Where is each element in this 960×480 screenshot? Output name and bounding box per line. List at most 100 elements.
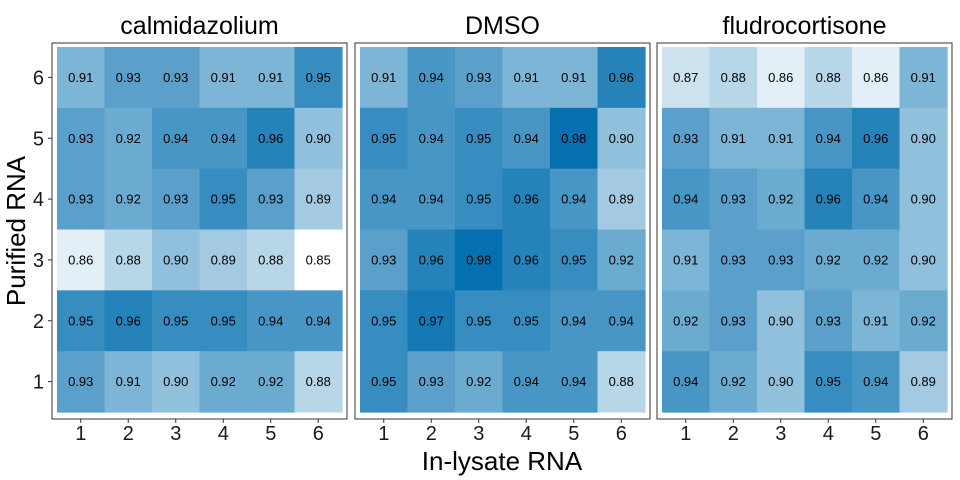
heatmap-cell — [757, 351, 806, 413]
cell-label: 0.92 — [816, 252, 841, 267]
heatmap-cell — [852, 290, 901, 352]
heatmap-cell — [804, 168, 853, 231]
heatmap-cell — [152, 229, 201, 291]
cell-label: 0.90 — [911, 252, 936, 267]
cell-label: 0.91 — [68, 70, 93, 85]
cell-label: 0.91 — [371, 70, 396, 85]
cell-label: 0.94 — [211, 131, 236, 146]
heatmap-cell — [502, 229, 551, 291]
cell-label: 0.92 — [768, 192, 793, 207]
heatmap-cell — [550, 107, 599, 170]
cell-label: 0.87 — [673, 70, 698, 85]
cell-label: 0.90 — [768, 374, 793, 389]
cell-label: 0.95 — [371, 374, 396, 389]
heatmap-cell — [852, 47, 901, 109]
cell-label: 0.85 — [306, 252, 331, 267]
cell-label: 0.88 — [721, 70, 746, 85]
x-tick-label: 6 — [616, 423, 627, 445]
cell-label: 0.93 — [721, 252, 746, 267]
cell-label: 0.95 — [816, 374, 841, 389]
panel-2: DMSO 0.91 0.94 0.93 0.91 0.91 0.96 0.95 0.94 0.95… — [354, 12, 651, 445]
cell-label: 0.92 — [673, 313, 698, 328]
cell-label: 0.94 — [609, 313, 634, 328]
cell-label: 0.91 — [673, 252, 698, 267]
x-tick-label: 4 — [823, 423, 834, 445]
heatmap-cell — [199, 290, 248, 352]
cell-label: 0.94 — [561, 192, 586, 207]
panel-title: calmidazolium — [120, 12, 278, 40]
cell-label: 0.90 — [768, 313, 793, 328]
heatmap-cell — [757, 47, 806, 109]
heatmap-cell — [407, 351, 456, 413]
cell-label: 0.89 — [211, 252, 236, 267]
cell-label: 0.95 — [514, 313, 539, 328]
cell-label: 0.94 — [419, 192, 444, 207]
heatmap-cell — [550, 168, 599, 231]
heatmap-cell — [804, 107, 853, 170]
heatmap-cell — [57, 229, 106, 291]
heatmap-cell — [247, 107, 296, 170]
heatmap-cell — [804, 290, 853, 352]
heatmap-cell — [662, 229, 711, 291]
heatmap-cell — [455, 47, 504, 109]
x-tick-label: 1 — [75, 423, 86, 445]
heatmap-cell — [757, 168, 806, 231]
y-tick-label: 2 — [33, 311, 44, 333]
heatmap-cell — [360, 351, 409, 413]
cell-label: 0.96 — [258, 131, 283, 146]
heatmap-cell — [294, 351, 343, 413]
cell-label: 0.92 — [863, 252, 888, 267]
heatmap-cell — [899, 290, 948, 352]
cell-label: 0.93 — [258, 192, 283, 207]
heatmap-cell — [294, 168, 343, 231]
cell-label: 0.95 — [466, 313, 491, 328]
heatmap-cell — [550, 229, 599, 291]
cell-label: 0.94 — [419, 70, 444, 85]
heatmap-cell — [360, 290, 409, 352]
cell-label: 0.92 — [609, 252, 634, 267]
cell-label: 0.95 — [68, 313, 93, 328]
heatmap-cell — [852, 229, 901, 291]
x-tick-label: 6 — [313, 423, 324, 445]
cell-label: 0.94 — [258, 313, 283, 328]
cell-label: 0.92 — [116, 192, 141, 207]
heatmap-cell — [757, 107, 806, 170]
heatmap-cell — [247, 351, 296, 413]
heatmap-cell — [57, 107, 106, 170]
panel-frame — [51, 42, 348, 420]
cell-label: 0.95 — [466, 131, 491, 146]
cell-label: 0.95 — [211, 192, 236, 207]
heatmap-cell — [455, 229, 504, 291]
cell-label: 0.96 — [116, 313, 141, 328]
panel-1: calmidazolium 0.91 0.93 0.93 0.91 0.91 0.95 0.9… — [33, 12, 348, 445]
cell-label: 0.95 — [306, 70, 331, 85]
heatmap-cell — [502, 351, 551, 413]
cell-label: 0.96 — [609, 70, 634, 85]
x-tick-label: 3 — [775, 423, 786, 445]
cell-label: 0.98 — [466, 252, 491, 267]
heatmap-cell — [247, 229, 296, 291]
heatmap-cell — [455, 351, 504, 413]
heatmap-cell — [104, 107, 153, 170]
cell-label: 0.91 — [211, 70, 236, 85]
cell-label: 0.92 — [721, 374, 746, 389]
cell-label: 0.92 — [258, 374, 283, 389]
x-tick-label: 3 — [473, 423, 484, 445]
heatmap-cell — [550, 290, 599, 352]
heatmap-cell — [899, 47, 948, 109]
cell-label: 0.95 — [371, 313, 396, 328]
heatmap-cell — [597, 107, 646, 170]
heatmap-cell — [199, 107, 248, 170]
y-tick-label: 6 — [33, 67, 44, 89]
cell-label: 0.89 — [306, 192, 331, 207]
heatmap-cell — [57, 290, 106, 352]
heatmap-cell — [407, 290, 456, 352]
y-axis-title: Purified RNA — [1, 155, 31, 306]
cell-label: 0.95 — [163, 313, 188, 328]
heatmap-cell — [199, 168, 248, 231]
heatmap-cell — [294, 229, 343, 291]
heatmap-cell — [709, 107, 758, 170]
y-tick-label: 1 — [33, 372, 44, 394]
cell-label: 0.94 — [673, 374, 698, 389]
